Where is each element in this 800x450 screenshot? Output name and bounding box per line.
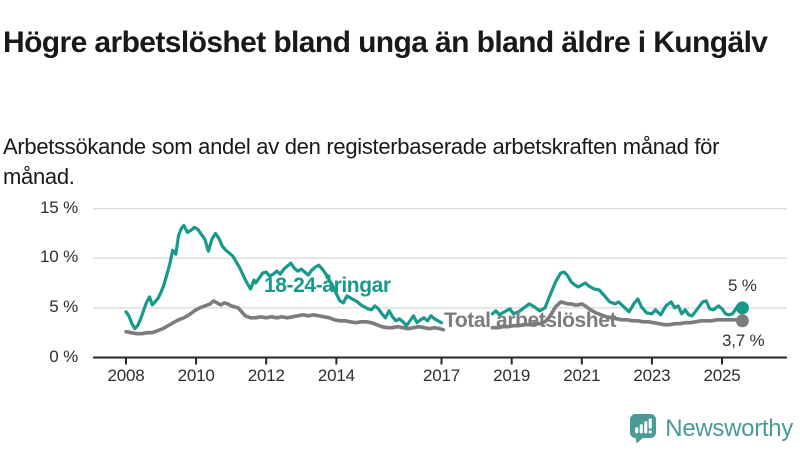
series-end-dot-youth	[735, 301, 749, 315]
series-layer	[124, 223, 749, 336]
page-title: Högre arbetslöshet bland unga än bland ä…	[3, 26, 768, 60]
series-end-dot-total	[735, 314, 749, 328]
series-total	[124, 299, 749, 336]
newsworthy-wordmark: Newsworthy	[665, 414, 793, 442]
series-line-total	[124, 299, 446, 336]
series-line-youth	[124, 223, 444, 331]
end-value-label-total: 3,7 %	[722, 331, 765, 350]
series-youth	[124, 223, 749, 331]
series-line-total	[490, 300, 745, 330]
chart-subtitle: Arbetssökande som andel av den registerb…	[3, 134, 720, 190]
x-axis	[93, 356, 787, 365]
gridlines	[93, 207, 787, 309]
newsworthy-icon	[630, 414, 657, 444]
series-label-youth: 18-24-åringar	[264, 274, 391, 297]
end-value-label-youth: 5 %	[728, 276, 757, 295]
newsworthy-logo[interactable]: Newsworthy	[629, 413, 793, 444]
series-label-total: Total arbetslöshet	[444, 309, 617, 332]
series-line-youth	[490, 270, 744, 318]
